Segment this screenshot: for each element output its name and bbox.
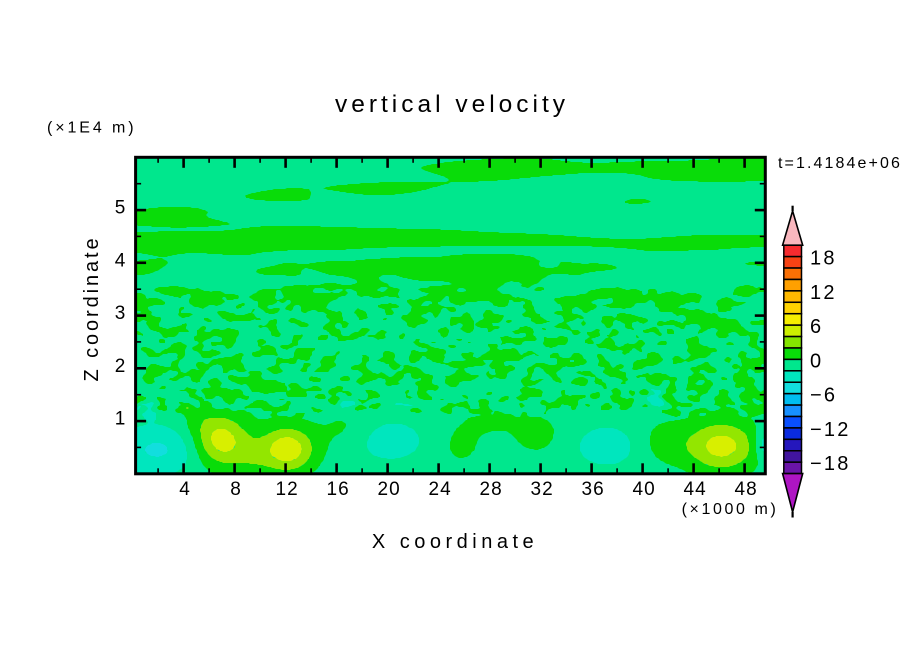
svg-text:vertical velocity: vertical velocity (335, 91, 569, 118)
svg-text:(×1000 m): (×1000 m) (682, 501, 779, 518)
svg-text:−6: −6 (810, 385, 837, 407)
svg-text:t=1.4184e+06: t=1.4184e+06 (778, 155, 902, 172)
svg-text:28: 28 (480, 479, 503, 500)
svg-text:X coordinate: X coordinate (372, 531, 538, 553)
svg-text:16: 16 (327, 479, 350, 500)
svg-text:6: 6 (810, 316, 823, 338)
svg-text:3: 3 (115, 303, 127, 324)
svg-text:36: 36 (582, 479, 605, 500)
svg-text:1: 1 (115, 409, 127, 430)
svg-text:32: 32 (531, 479, 554, 500)
svg-text:40: 40 (633, 479, 656, 500)
svg-text:−18: −18 (810, 453, 851, 475)
svg-text:4: 4 (115, 250, 127, 271)
svg-text:24: 24 (429, 479, 452, 500)
svg-text:44: 44 (684, 479, 707, 500)
svg-text:18: 18 (810, 248, 837, 270)
svg-text:12: 12 (276, 479, 299, 500)
svg-text:20: 20 (378, 479, 401, 500)
svg-text:5: 5 (115, 198, 127, 219)
svg-text:−12: −12 (810, 419, 851, 441)
svg-text:(×1E4 m): (×1E4 m) (47, 120, 136, 137)
svg-text:2: 2 (115, 356, 127, 377)
svg-text:48: 48 (735, 479, 758, 500)
svg-text:Z coordinate: Z coordinate (81, 236, 103, 382)
svg-text:8: 8 (230, 479, 242, 500)
svg-text:0: 0 (810, 350, 823, 372)
svg-text:12: 12 (810, 282, 837, 304)
svg-text:4: 4 (179, 479, 191, 500)
